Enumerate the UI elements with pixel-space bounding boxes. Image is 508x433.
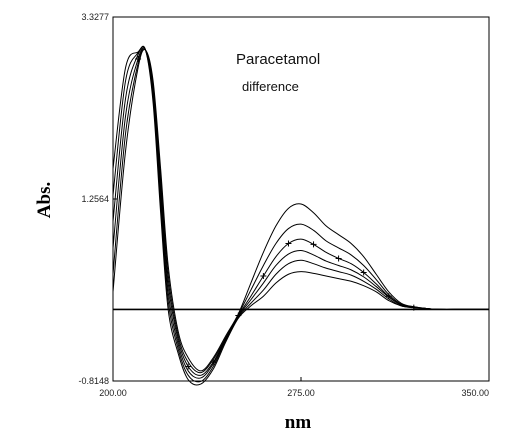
series-layer: [112, 45, 489, 386]
y-tick-label: -0.8148: [78, 376, 109, 386]
data-point-marker: [310, 241, 317, 248]
annotation-mode: difference: [242, 79, 299, 94]
data-point-marker: [135, 55, 142, 62]
plot-frame: [112, 16, 490, 382]
spectrum-line-1: [112, 49, 489, 372]
x-axis-title: nm: [285, 412, 312, 433]
data-point-marker: [385, 293, 392, 300]
y-axis-title: Abs.: [34, 182, 55, 218]
spectrum-line-5: [112, 45, 489, 383]
x-tick-label: 350.00: [461, 388, 489, 398]
x-tick-label: 200.00: [99, 388, 127, 398]
data-point-marker: [210, 359, 217, 366]
data-point-marker: [260, 273, 267, 280]
marker-layer: [135, 55, 417, 370]
data-point-marker: [410, 304, 417, 311]
spectrum-line-3: [112, 47, 489, 376]
x-tick-label: 275.00: [287, 388, 315, 398]
tick-layer: 3.3277 1.2564 -0.8148 200.00 275.00 350.00: [78, 12, 490, 398]
data-point-marker: [235, 312, 242, 319]
y-tick-label: 1.2564: [81, 194, 109, 204]
data-point-marker: [335, 255, 342, 262]
data-point-marker: [285, 240, 292, 247]
y-tick-label: 3.3277: [81, 12, 109, 22]
spectrum-line-6: [112, 45, 489, 386]
data-point-marker: [185, 363, 192, 370]
data-point-marker: [360, 269, 367, 276]
spectrum-line-2: [112, 48, 489, 374]
annotation-compound: Paracetamol: [236, 51, 320, 68]
spectrum-line-4: [112, 46, 489, 379]
